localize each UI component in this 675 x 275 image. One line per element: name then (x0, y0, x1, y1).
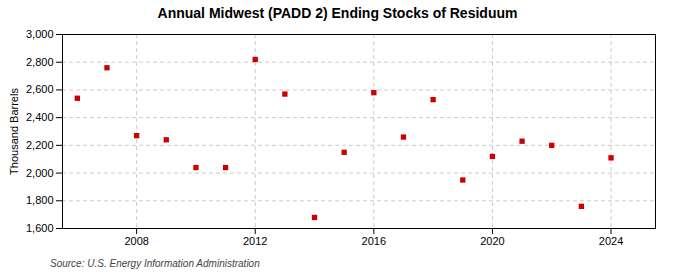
svg-text:2020: 2020 (480, 235, 504, 247)
svg-text:2,400: 2,400 (26, 111, 54, 123)
svg-text:1,800: 1,800 (26, 194, 54, 206)
svg-text:2016: 2016 (362, 235, 386, 247)
svg-text:2008: 2008 (124, 235, 148, 247)
html-text:Source: U.S. Energy Informatio: Source: U.S. Energy Information Administ… (50, 258, 260, 269)
svg-text:1,600: 1,600 (26, 222, 54, 234)
svg-text:3,000: 3,000 (26, 28, 54, 40)
svg-text:2,200: 2,200 (26, 139, 54, 151)
html-text:Annual Midwest (PADD 2) Ending: Annual Midwest (PADD 2) Ending Stocks of… (157, 5, 518, 21)
svg-text:2,800: 2,800 (26, 56, 54, 68)
svg-text:2012: 2012 (243, 235, 267, 247)
svg-text:Thousand Barrels: Thousand Barrels (8, 88, 20, 175)
svg-text:2024: 2024 (599, 235, 623, 247)
svg-text:2,000: 2,000 (26, 167, 54, 179)
svg-text:2,600: 2,600 (26, 83, 54, 95)
